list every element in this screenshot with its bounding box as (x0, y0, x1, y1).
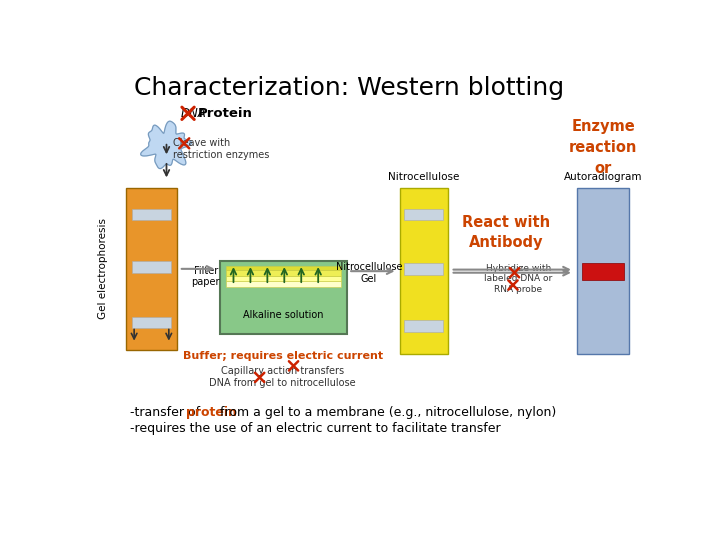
Text: -transfer of: -transfer of (130, 406, 204, 420)
Text: -requires the use of an electric current to facilitate transfer: -requires the use of an electric current… (130, 422, 501, 435)
Bar (400, 188, 448, 354)
Text: Alkaline solution: Alkaline solution (243, 310, 323, 320)
Bar (127, 188, 176, 350)
Text: Protein: Protein (198, 107, 253, 120)
Bar (132, 209, 171, 220)
Text: Hybridize with
labeled DNA or
RNA probe: Hybridize with labeled DNA or RNA probe (485, 264, 552, 294)
Bar (405, 320, 443, 332)
Bar (226, 276, 341, 281)
Text: Characterization: Western blotting: Characterization: Western blotting (134, 76, 564, 100)
Text: DNA from gel to nitrocellulose: DNA from gel to nitrocellulose (210, 378, 356, 388)
Bar (582, 264, 624, 280)
Bar (405, 264, 443, 275)
Text: protein: protein (186, 406, 237, 420)
Text: Gel electrophoresis: Gel electrophoresis (98, 218, 107, 319)
Text: DNA: DNA (180, 107, 206, 120)
Text: Capillary action transfers: Capillary action transfers (221, 366, 344, 376)
Text: Autoradiogram: Autoradiogram (564, 172, 642, 182)
Bar (132, 261, 171, 273)
Polygon shape (140, 121, 192, 168)
Bar (577, 188, 629, 354)
Bar (226, 281, 341, 287)
Bar (226, 271, 341, 276)
Bar (226, 266, 341, 271)
Text: React with
Antibody: React with Antibody (462, 215, 550, 250)
Bar (220, 261, 346, 334)
Bar (132, 316, 171, 328)
Text: Nitrocellulose: Nitrocellulose (388, 172, 459, 182)
Text: Filter
paper: Filter paper (192, 266, 220, 287)
Text: Enzyme
reaction
or: Enzyme reaction or (569, 119, 637, 177)
Text: Buffer; requires electric current: Buffer; requires electric current (183, 351, 383, 361)
Text: Nitrocellulose
Gel: Nitrocellulose Gel (336, 262, 402, 284)
Text: from a gel to a membrane (e.g., nitrocellulose, nylon): from a gel to a membrane (e.g., nitrocel… (216, 406, 556, 420)
Text: Cleave with
restriction enzymes: Cleave with restriction enzymes (173, 138, 269, 159)
Bar (405, 209, 443, 220)
